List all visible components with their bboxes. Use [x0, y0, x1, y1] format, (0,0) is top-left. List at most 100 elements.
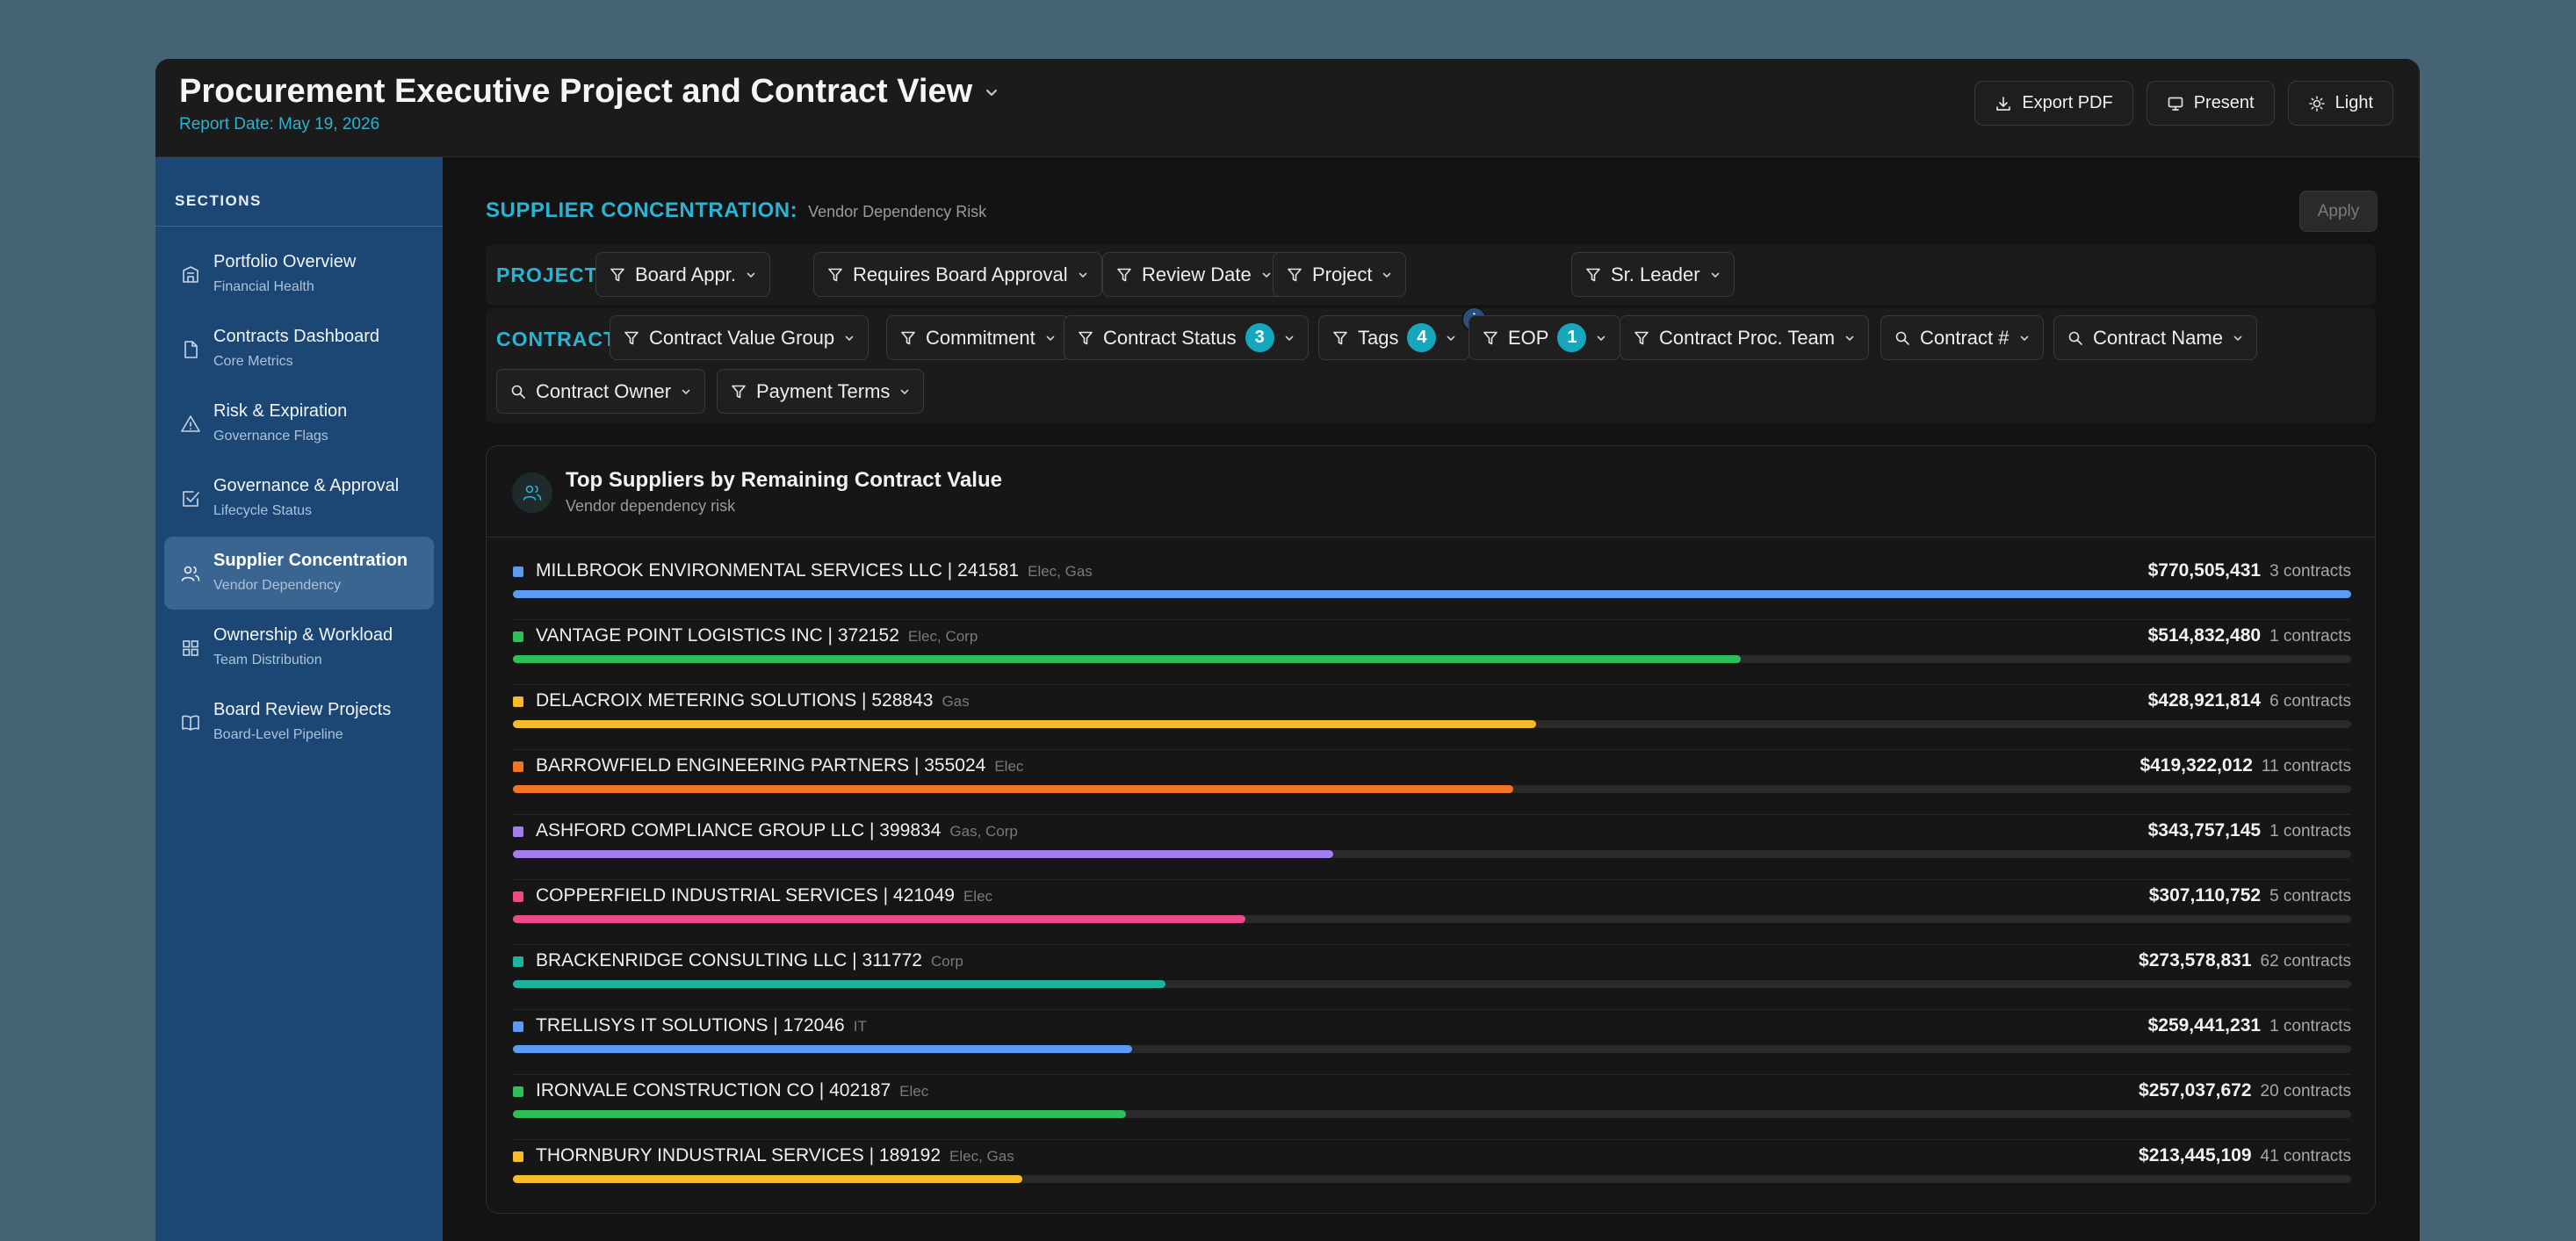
filter-review-date[interactable]: Review Date: [1102, 252, 1286, 297]
supplier-row[interactable]: ASHFORD COMPLIANCE GROUP LLC | 399834 Gas…: [513, 815, 2351, 880]
filter-icon: [1079, 331, 1093, 344]
sidebar-item-governance-approval[interactable]: Governance & Approval Lifecycle Status: [164, 462, 434, 535]
supplier-amount: $273,578,831: [2139, 950, 2252, 970]
sidebar-item-portfolio-overview[interactable]: Portfolio Overview Financial Health: [164, 238, 434, 311]
filter-tags[interactable]: Tags 4: [1318, 315, 1471, 360]
filter-contract-name[interactable]: Contract Name: [2053, 315, 2257, 360]
supplier-row[interactable]: THORNBURY INDUSTRIAL SERVICES | 189192 El…: [513, 1140, 2351, 1205]
supplier-name: ASHFORD COMPLIANCE GROUP LLC | 399834: [536, 820, 942, 841]
filter-commitment[interactable]: Commitment: [886, 315, 1070, 360]
filter-icon: [732, 385, 746, 398]
filter-sr-leader[interactable]: Sr. Leader: [1571, 252, 1735, 297]
supplier-amount: $419,322,012: [2139, 755, 2253, 776]
sidebar-item-board-review-projects[interactable]: Board Review Projects Board-Level Pipeli…: [164, 686, 434, 759]
supplier-name: IRONVALE CONSTRUCTION CO | 402187: [536, 1080, 891, 1100]
filter-label: Contract Proc. Team: [1659, 326, 1836, 349]
sidebar-item-title: Ownership & Workload: [213, 625, 393, 645]
chevron-down-icon: [1383, 272, 1391, 278]
supplier-row[interactable]: DELACROIX METERING SOLUTIONS | 528843 Gas…: [513, 685, 2351, 750]
series-color-dot: [513, 1021, 523, 1032]
supplier-name: COPPERFIELD INDUSTRIAL SERVICES | 421049: [536, 885, 955, 905]
filter-contract-owner[interactable]: Contract Owner: [496, 369, 706, 414]
sidebar-item-subtitle: Financial Health: [213, 279, 314, 294]
row-divider: [513, 1139, 2351, 1140]
sidebar-item-contracts-dashboard[interactable]: Contracts Dashboard Core Metrics: [164, 313, 434, 386]
theme-toggle-button[interactable]: Light: [2287, 81, 2393, 126]
value-bar-track: [513, 1175, 2351, 1183]
filter-label: Contract Value Group: [649, 326, 835, 349]
filter-count-badge: 3: [1245, 323, 1274, 352]
chevron-down-icon: [986, 89, 998, 96]
supplier-tags: IT: [853, 1018, 867, 1035]
supplier-row[interactable]: IRONVALE CONSTRUCTION CO | 402187 Elec $2…: [513, 1075, 2351, 1140]
filter-contract-number[interactable]: Contract #: [1880, 315, 2044, 360]
filter-contract-proc-team[interactable]: Contract Proc. Team: [1620, 315, 1870, 360]
filter-count-badge: 1: [1557, 323, 1587, 352]
apply-button[interactable]: Apply: [2299, 191, 2378, 232]
monitor-icon: [2168, 97, 2183, 111]
supplier-amount: $514,832,480: [2147, 625, 2262, 646]
filter-icon: [1288, 268, 1302, 281]
sidebar-item-risk-expiration[interactable]: Risk & Expiration Governance Flags: [164, 387, 434, 460]
filter-icon: [610, 268, 624, 281]
supplier-row[interactable]: BARROWFIELD ENGINEERING PARTNERS | 35502…: [513, 750, 2351, 815]
supplier-row[interactable]: BRACKENRIDGE CONSULTING LLC | 311772 Corp…: [513, 945, 2351, 1010]
checkbox-icon: [183, 491, 199, 507]
supplier-name: BRACKENRIDGE CONSULTING LLC | 311772: [536, 950, 922, 970]
project-filter-bar: PROJECT: Board Appr. Requires Board Appr…: [486, 244, 2376, 305]
sidebar-item-subtitle: Team Distribution: [213, 653, 322, 667]
supplier-name: MILLBROOK ENVIRONMENTAL SERVICES LLC | 2…: [536, 560, 1020, 581]
sidebar-item-title: Board Review Projects: [213, 700, 392, 719]
filter-icon: [1483, 331, 1497, 344]
contract-filter-label: CONTRACT:: [496, 328, 623, 350]
row-divider: [513, 684, 2351, 685]
title-dropdown[interactable]: Procurement Executive Project and Contra…: [179, 73, 1000, 111]
search-icon: [2068, 331, 2082, 345]
supplier-row[interactable]: COPPERFIELD INDUSTRIAL SERVICES | 421049…: [513, 880, 2351, 945]
value-bar-track: [513, 720, 2351, 728]
supplier-row[interactable]: MILLBROOK ENVIRONMENTAL SERVICES LLC | 2…: [513, 555, 2351, 620]
sidebar-item-subtitle: Vendor Dependency: [213, 578, 341, 593]
filter-label: Contract Status: [1103, 326, 1237, 349]
filter-project[interactable]: Project: [1273, 252, 1407, 297]
supplier-row[interactable]: TRELLISYS IT SOLUTIONS | 172046 IT $259,4…: [513, 1010, 2351, 1075]
export-pdf-button[interactable]: Export PDF: [1974, 81, 2133, 126]
filter-count-badge: 4: [1407, 323, 1437, 352]
sidebar-item-ownership-workload[interactable]: Ownership & Workload Team Distribution: [164, 611, 434, 684]
supplier-contract-count: 62 contracts: [2260, 952, 2352, 970]
value-bar-track: [513, 915, 2351, 923]
sidebar-item-subtitle: Core Metrics: [213, 354, 293, 369]
main-content: SUPPLIER CONCENTRATION: Vendor Dependenc…: [443, 157, 2420, 1241]
filter-eop[interactable]: EOP 1: [1468, 315, 1621, 360]
present-button[interactable]: Present: [2146, 81, 2275, 126]
value-bar-track: [513, 850, 2351, 858]
theme-label: Light: [2334, 93, 2373, 112]
series-color-dot: [513, 826, 523, 837]
filter-board-appr[interactable]: Board Appr.: [595, 252, 770, 297]
chevron-down-icon: [682, 389, 690, 394]
value-bar-track: [513, 1045, 2351, 1053]
download-icon: [1996, 96, 2011, 111]
chevron-down-icon: [2020, 336, 2028, 341]
grid-icon: [183, 640, 198, 656]
series-color-dot: [513, 1151, 523, 1162]
sidebar-item-title: Governance & Approval: [213, 476, 400, 495]
sidebar-item-subtitle: Lifecycle Status: [213, 503, 313, 518]
chevron-down-icon: [1845, 336, 1854, 341]
sidebar-divider: [155, 226, 443, 227]
filter-requires-board-approval[interactable]: Requires Board Approval: [813, 252, 1102, 297]
chevron-down-icon: [747, 272, 755, 278]
supplier-amount: $213,445,109: [2139, 1145, 2252, 1165]
supplier-name: BARROWFIELD ENGINEERING PARTNERS | 35502…: [536, 755, 986, 776]
supplier-tags: Elec, Corp: [907, 628, 978, 645]
filter-contract-status[interactable]: Contract Status 3: [1064, 315, 1309, 360]
chevron-down-icon: [1079, 272, 1086, 278]
search-icon: [511, 385, 525, 399]
filter-icon: [828, 268, 842, 281]
filter-icon: [1333, 331, 1347, 344]
supplier-row[interactable]: VANTAGE POINT LOGISTICS INC | 372152 Elec…: [513, 620, 2351, 685]
filter-contract-value-group[interactable]: Contract Value Group: [610, 315, 869, 360]
sidebar-item-supplier-concentration[interactable]: Supplier Concentration Vendor Dependency: [164, 537, 434, 610]
filter-payment-terms[interactable]: Payment Terms: [717, 369, 925, 414]
supplier-contract-count: 41 contracts: [2260, 1147, 2352, 1165]
